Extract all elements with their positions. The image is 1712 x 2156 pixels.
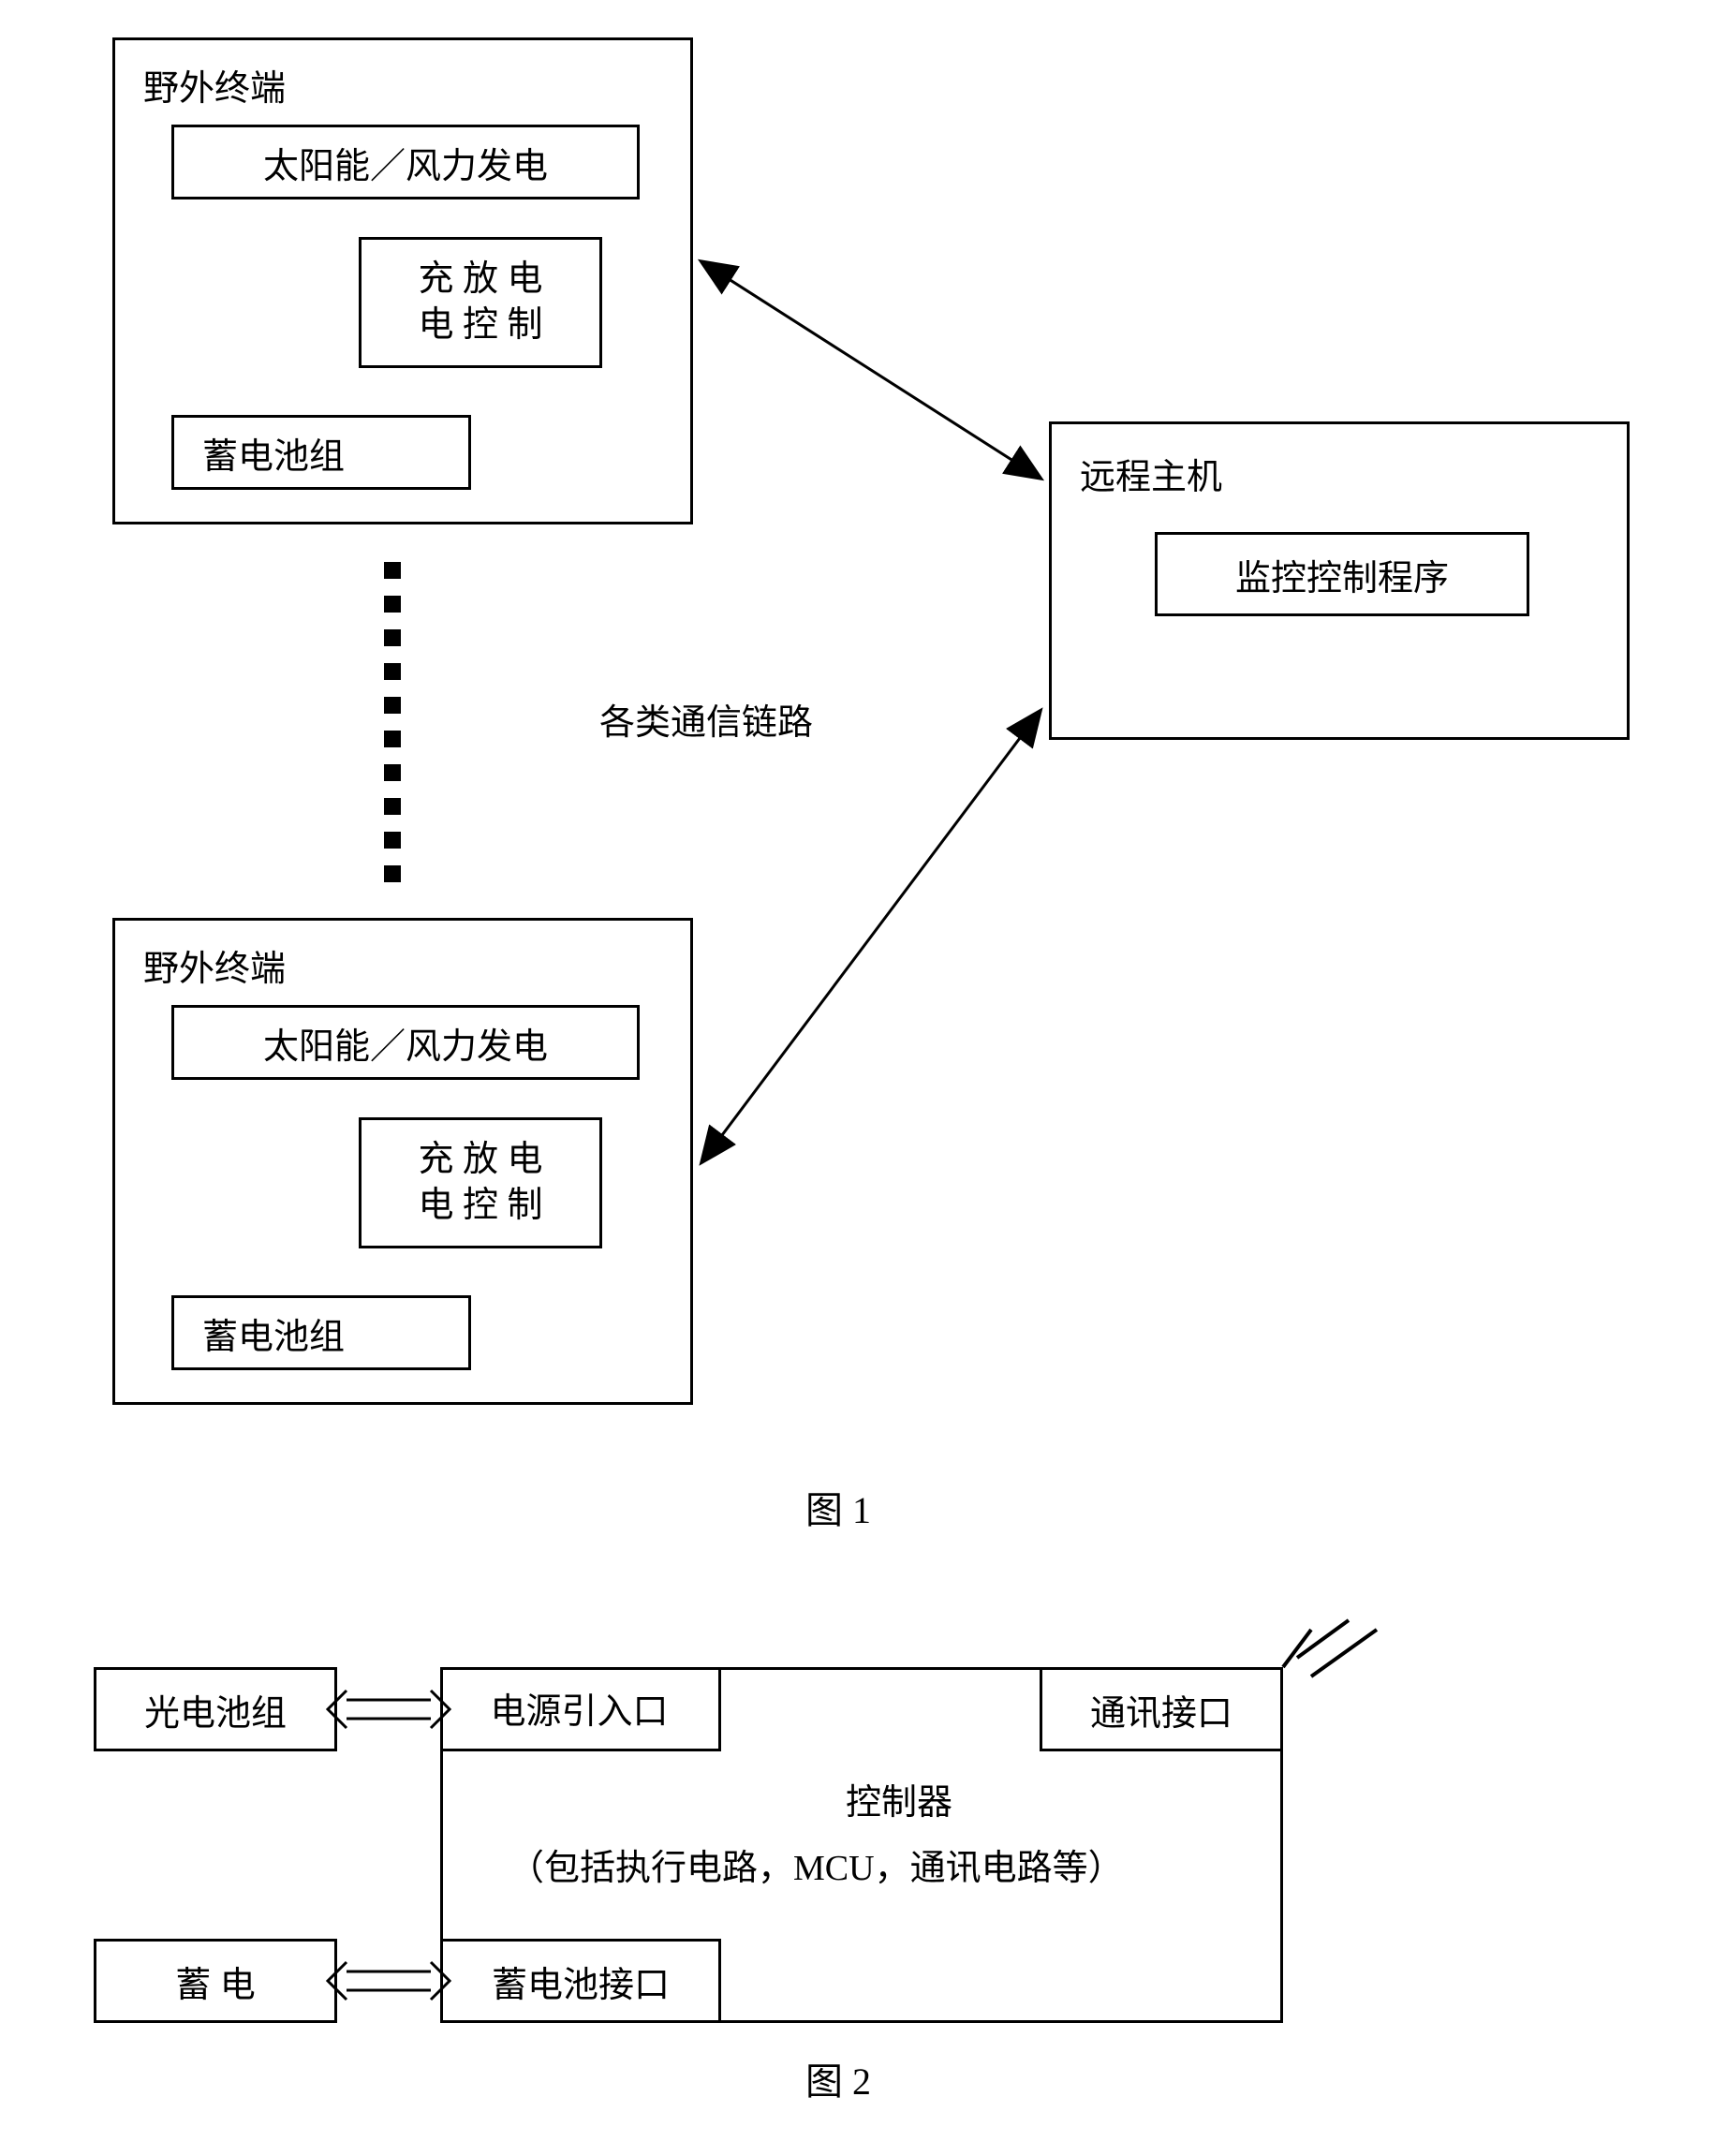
terminal-1-solar-wind-label: 太阳能／风力发电 xyxy=(263,137,548,188)
dot xyxy=(384,697,401,714)
dot xyxy=(384,764,401,781)
dot xyxy=(384,562,401,579)
comm-if-box: 通讯接口 xyxy=(1040,1667,1283,1751)
monitor-program-label: 监控控制程序 xyxy=(1235,549,1449,600)
battery-if-label: 蓄电池接口 xyxy=(492,1956,670,2007)
dot xyxy=(384,629,401,646)
terminal-2-solar-wind-label: 太阳能／风力发电 xyxy=(263,1017,548,1069)
controller-line1: 控制器 xyxy=(846,1773,952,1824)
terminal-2-solar-wind: 太阳能／风力发电 xyxy=(171,1005,640,1080)
terminal-1-charge-line1: 充 放 电 xyxy=(418,257,542,303)
terminal-1-charge-line2: 电 控 制 xyxy=(418,303,542,348)
comm-if-label: 通讯接口 xyxy=(1090,1684,1232,1735)
terminal-2-battery-label: 蓄电池组 xyxy=(202,1307,345,1359)
battery-to-if-arrow xyxy=(328,1962,450,2000)
terminal-2-box: 野外终端 太阳能／风力发电 充 放 电 电 控 制 蓄电池组 xyxy=(112,918,693,1405)
pv-pack-label: 光电池组 xyxy=(144,1684,287,1735)
terminal-1-charge-ctrl: 充 放 电 电 控 制 xyxy=(359,237,602,368)
terminal-2-charge-ctrl: 充 放 电 电 控 制 xyxy=(359,1117,602,1248)
controller-box: 电源引入口 通讯接口 控制器 （包括执行电路，MCU，通讯电路等） 蓄电池接口 xyxy=(440,1667,1283,2023)
terminal-1-battery-label: 蓄电池组 xyxy=(202,427,345,479)
figure2-caption: 图 2 xyxy=(805,2051,871,2105)
dot xyxy=(384,832,401,849)
antenna-icon xyxy=(1283,1620,1377,1676)
terminal-2-charge-line2: 电 控 制 xyxy=(418,1183,542,1229)
battery-if-box: 蓄电池接口 xyxy=(440,1939,721,2023)
figure1-caption: 图 1 xyxy=(805,1480,871,1534)
terminal-2-battery: 蓄电池组 xyxy=(171,1295,471,1370)
pv-pack-box: 光电池组 xyxy=(94,1667,337,1751)
terminal-1-solar-wind: 太阳能／风力发电 xyxy=(171,125,640,199)
terminal-1-battery: 蓄电池组 xyxy=(171,415,471,490)
terminal-1-title: 野外终端 xyxy=(143,59,286,111)
remote-host-box: 远程主机 监控控制程序 xyxy=(1049,421,1630,740)
dotted-connector xyxy=(384,562,401,882)
comm-link-label: 各类通信链路 xyxy=(599,693,813,745)
battery-label: 蓄 电 xyxy=(175,1956,256,2007)
dot xyxy=(384,596,401,613)
remote-host-title: 远程主机 xyxy=(1080,448,1222,499)
dot xyxy=(384,865,401,882)
pv-to-inlet-arrow xyxy=(328,1691,450,1728)
terminal-1-box: 野外终端 太阳能／风力发电 充 放 电 电 控 制 蓄电池组 xyxy=(112,37,693,524)
dot xyxy=(384,663,401,680)
monitor-program-box: 监控控制程序 xyxy=(1155,532,1529,616)
battery-box: 蓄 电 xyxy=(94,1939,337,2023)
diagram-canvas: 野外终端 太阳能／风力发电 充 放 电 电 控 制 蓄电池组 野外终端 太阳能／… xyxy=(37,37,1675,2119)
dot xyxy=(384,731,401,747)
terminal-2-charge-line1: 充 放 电 xyxy=(418,1137,542,1183)
dot xyxy=(384,798,401,815)
controller-line2: （包括执行电路，MCU，通讯电路等） xyxy=(509,1839,1124,1890)
terminal-2-title: 野外终端 xyxy=(143,939,286,991)
